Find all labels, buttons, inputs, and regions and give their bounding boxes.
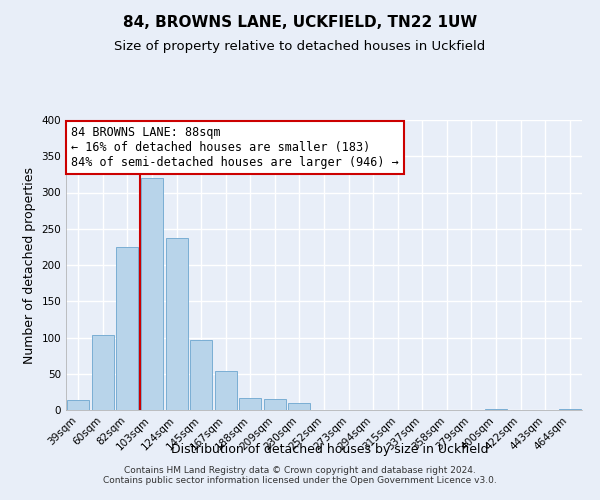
Text: 84, BROWNS LANE, UCKFIELD, TN22 1UW: 84, BROWNS LANE, UCKFIELD, TN22 1UW bbox=[123, 15, 477, 30]
Bar bbox=[215, 371, 237, 410]
Bar bbox=[116, 247, 139, 410]
Bar bbox=[92, 336, 114, 410]
Bar bbox=[485, 408, 507, 410]
Y-axis label: Number of detached properties: Number of detached properties bbox=[23, 166, 36, 364]
Bar bbox=[67, 400, 89, 410]
Text: 84 BROWNS LANE: 88sqm
← 16% of detached houses are smaller (183)
84% of semi-det: 84 BROWNS LANE: 88sqm ← 16% of detached … bbox=[71, 126, 399, 169]
Text: Size of property relative to detached houses in Uckfield: Size of property relative to detached ho… bbox=[115, 40, 485, 53]
Bar bbox=[141, 178, 163, 410]
Bar bbox=[559, 408, 581, 410]
Bar bbox=[190, 340, 212, 410]
Bar bbox=[166, 238, 188, 410]
Text: Contains HM Land Registry data © Crown copyright and database right 2024.
Contai: Contains HM Land Registry data © Crown c… bbox=[103, 466, 497, 485]
Bar bbox=[264, 399, 286, 410]
Bar bbox=[289, 404, 310, 410]
Bar bbox=[239, 398, 262, 410]
Text: Distribution of detached houses by size in Uckfield: Distribution of detached houses by size … bbox=[171, 444, 489, 456]
